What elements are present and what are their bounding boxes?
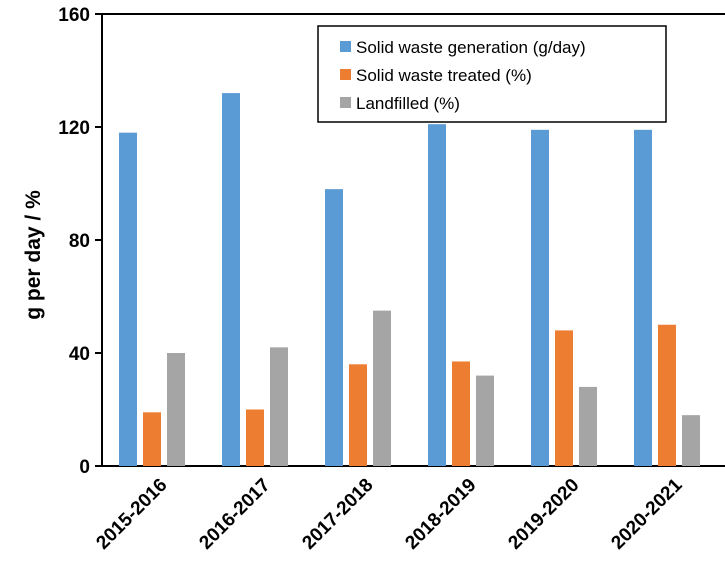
- bar-landfilled-2015-2016: [167, 353, 185, 466]
- x-tick-label: 2020-2021: [607, 474, 686, 553]
- bar-solid-2017-2018: [325, 189, 343, 466]
- bar-solid-2019-2020: [531, 129, 549, 466]
- bar-solid-2016-2017: [246, 409, 264, 466]
- bar-solid-2016-2017: [222, 93, 240, 466]
- legend-entry: Solid waste treated (%): [356, 66, 532, 85]
- bar-solid-2018-2019: [428, 124, 446, 467]
- bar-solid-2020-2021: [634, 129, 652, 466]
- x-tick-label: 2017-2018: [298, 475, 377, 554]
- y-tick-label: 40: [69, 344, 90, 365]
- legend-box: [317, 25, 667, 123]
- bar-landfilled-2016-2017: [270, 347, 288, 466]
- bar-landfilled-2019-2020: [579, 386, 597, 466]
- bar-landfilled-2017-2018: [373, 310, 391, 466]
- x-axis-ticks: 2015-2016 2016-2017 2017-2018 2018-2019 2019…: [92, 474, 686, 553]
- y-tick-label: 120: [58, 118, 90, 139]
- bars-group: [119, 93, 700, 467]
- legend-swatch: [340, 97, 351, 108]
- y-tick-label: 160: [58, 5, 90, 26]
- x-tick-label: 2016-2017: [195, 475, 274, 554]
- legend-swatch: [340, 69, 351, 80]
- y-tick-label: 80: [69, 231, 90, 252]
- x-tick-label: 2015-2016: [92, 475, 171, 554]
- y-axis-ticks: 0 40 80 120 160: [58, 5, 102, 478]
- x-tick-label: 2018-2019: [401, 475, 480, 554]
- bar-solid-2017-2018: [349, 364, 367, 466]
- bar-solid-2015-2016: [119, 132, 137, 466]
- bar-landfilled-2020-2021: [682, 415, 700, 466]
- legend-swatch: [340, 41, 351, 52]
- x-tick-label: 2019-2020: [504, 475, 583, 554]
- bar-solid-2020-2021: [658, 324, 676, 466]
- legend-entry: Landfilled (%): [356, 94, 460, 113]
- legend: Solid waste generation (g/day) Solid wast…: [317, 25, 667, 123]
- legend-entry: Solid waste generation (g/day): [356, 38, 586, 57]
- bar-solid-2018-2019: [452, 361, 470, 466]
- bar-landfilled-2018-2019: [476, 375, 494, 466]
- y-tick-label: 0: [79, 457, 90, 478]
- y-axis-label: g per day / %: [22, 190, 45, 320]
- bar-solid-2015-2016: [143, 412, 161, 466]
- bar-solid-2019-2020: [555, 330, 573, 466]
